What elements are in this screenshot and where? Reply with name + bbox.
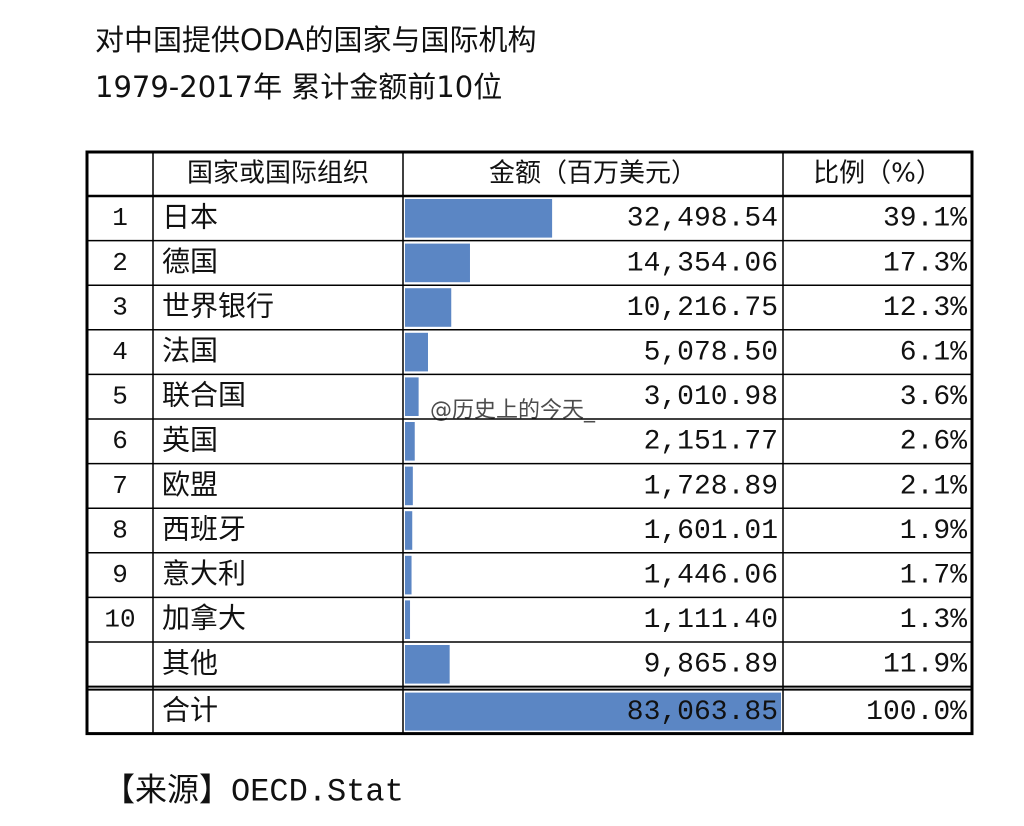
amount-bar xyxy=(405,692,781,731)
amount-bar xyxy=(405,511,413,550)
amount: 32,498.54 xyxy=(627,204,778,235)
rank: 3 xyxy=(112,292,128,322)
rank: 1 xyxy=(112,203,128,233)
amount-bar xyxy=(405,288,452,327)
name: 德国 xyxy=(162,245,218,278)
name: 日本 xyxy=(162,200,218,233)
name: 联合国 xyxy=(162,379,246,412)
amount: 1,601.01 xyxy=(644,516,778,547)
name: 西班牙 xyxy=(162,513,246,546)
column-header: 国家或国际组织 xyxy=(187,159,369,189)
amount-bar xyxy=(405,243,470,283)
name: 法国 xyxy=(162,334,218,367)
amount-bar xyxy=(405,645,450,684)
name: 欧盟 xyxy=(162,468,218,501)
amount: 83,063.85 xyxy=(627,697,778,728)
amount: 1,111.40 xyxy=(644,605,778,636)
rank: 9 xyxy=(112,560,128,590)
name: 其他 xyxy=(162,646,218,679)
share: 6.1% xyxy=(900,337,967,368)
amount: 5,078.50 xyxy=(644,337,778,368)
share: 11.9% xyxy=(883,650,967,681)
rank: 7 xyxy=(112,471,128,501)
amount: 9,865.89 xyxy=(644,650,778,681)
title: 对中国提供ODA的国家与国际机构 xyxy=(95,23,537,57)
share: 100.0% xyxy=(866,697,967,728)
rank: 8 xyxy=(112,515,128,545)
amount: 3,010.98 xyxy=(644,382,778,413)
amount-bar xyxy=(405,555,412,595)
share: 12.3% xyxy=(883,293,967,324)
rank: 5 xyxy=(112,382,128,412)
name: 英国 xyxy=(162,423,218,456)
amount: 1,446.06 xyxy=(644,560,778,591)
amount-bar xyxy=(405,377,419,416)
amount-bar xyxy=(405,600,411,639)
rank: 10 xyxy=(104,605,135,635)
share: 2.1% xyxy=(900,471,967,502)
amount: 14,354.06 xyxy=(627,248,778,279)
amount-bar xyxy=(405,199,553,238)
column-header: 金额（百万美元） xyxy=(489,159,697,189)
share: 1.7% xyxy=(900,560,967,591)
watermark: @历史上的今天_ xyxy=(430,398,596,423)
source: 【来源】OECD.Stat xyxy=(103,772,404,810)
share: 3.6% xyxy=(900,382,967,413)
amount: 2,151.77 xyxy=(644,427,778,458)
rank: 4 xyxy=(112,337,128,367)
share: 17.3% xyxy=(883,248,967,279)
amount: 10,216.75 xyxy=(627,293,778,324)
share: 1.3% xyxy=(900,605,967,636)
share: 2.6% xyxy=(900,427,967,458)
share: 39.1% xyxy=(883,204,967,235)
amount-bar xyxy=(405,332,428,372)
rank: 2 xyxy=(112,248,128,278)
rank: 6 xyxy=(112,426,128,456)
amount-bar xyxy=(405,466,413,506)
amount: 1,728.89 xyxy=(644,471,778,502)
name: 合计 xyxy=(162,694,218,727)
name: 意大利 xyxy=(162,557,246,590)
name: 世界银行 xyxy=(162,290,274,323)
table-border xyxy=(85,150,974,736)
name: 加拿大 xyxy=(162,602,246,635)
amount-bar xyxy=(405,422,415,461)
share: 1.9% xyxy=(900,516,967,547)
column-header: 比例（%） xyxy=(813,159,942,189)
subtitle: 1979-2017年 累计金额前10位 xyxy=(95,70,502,104)
